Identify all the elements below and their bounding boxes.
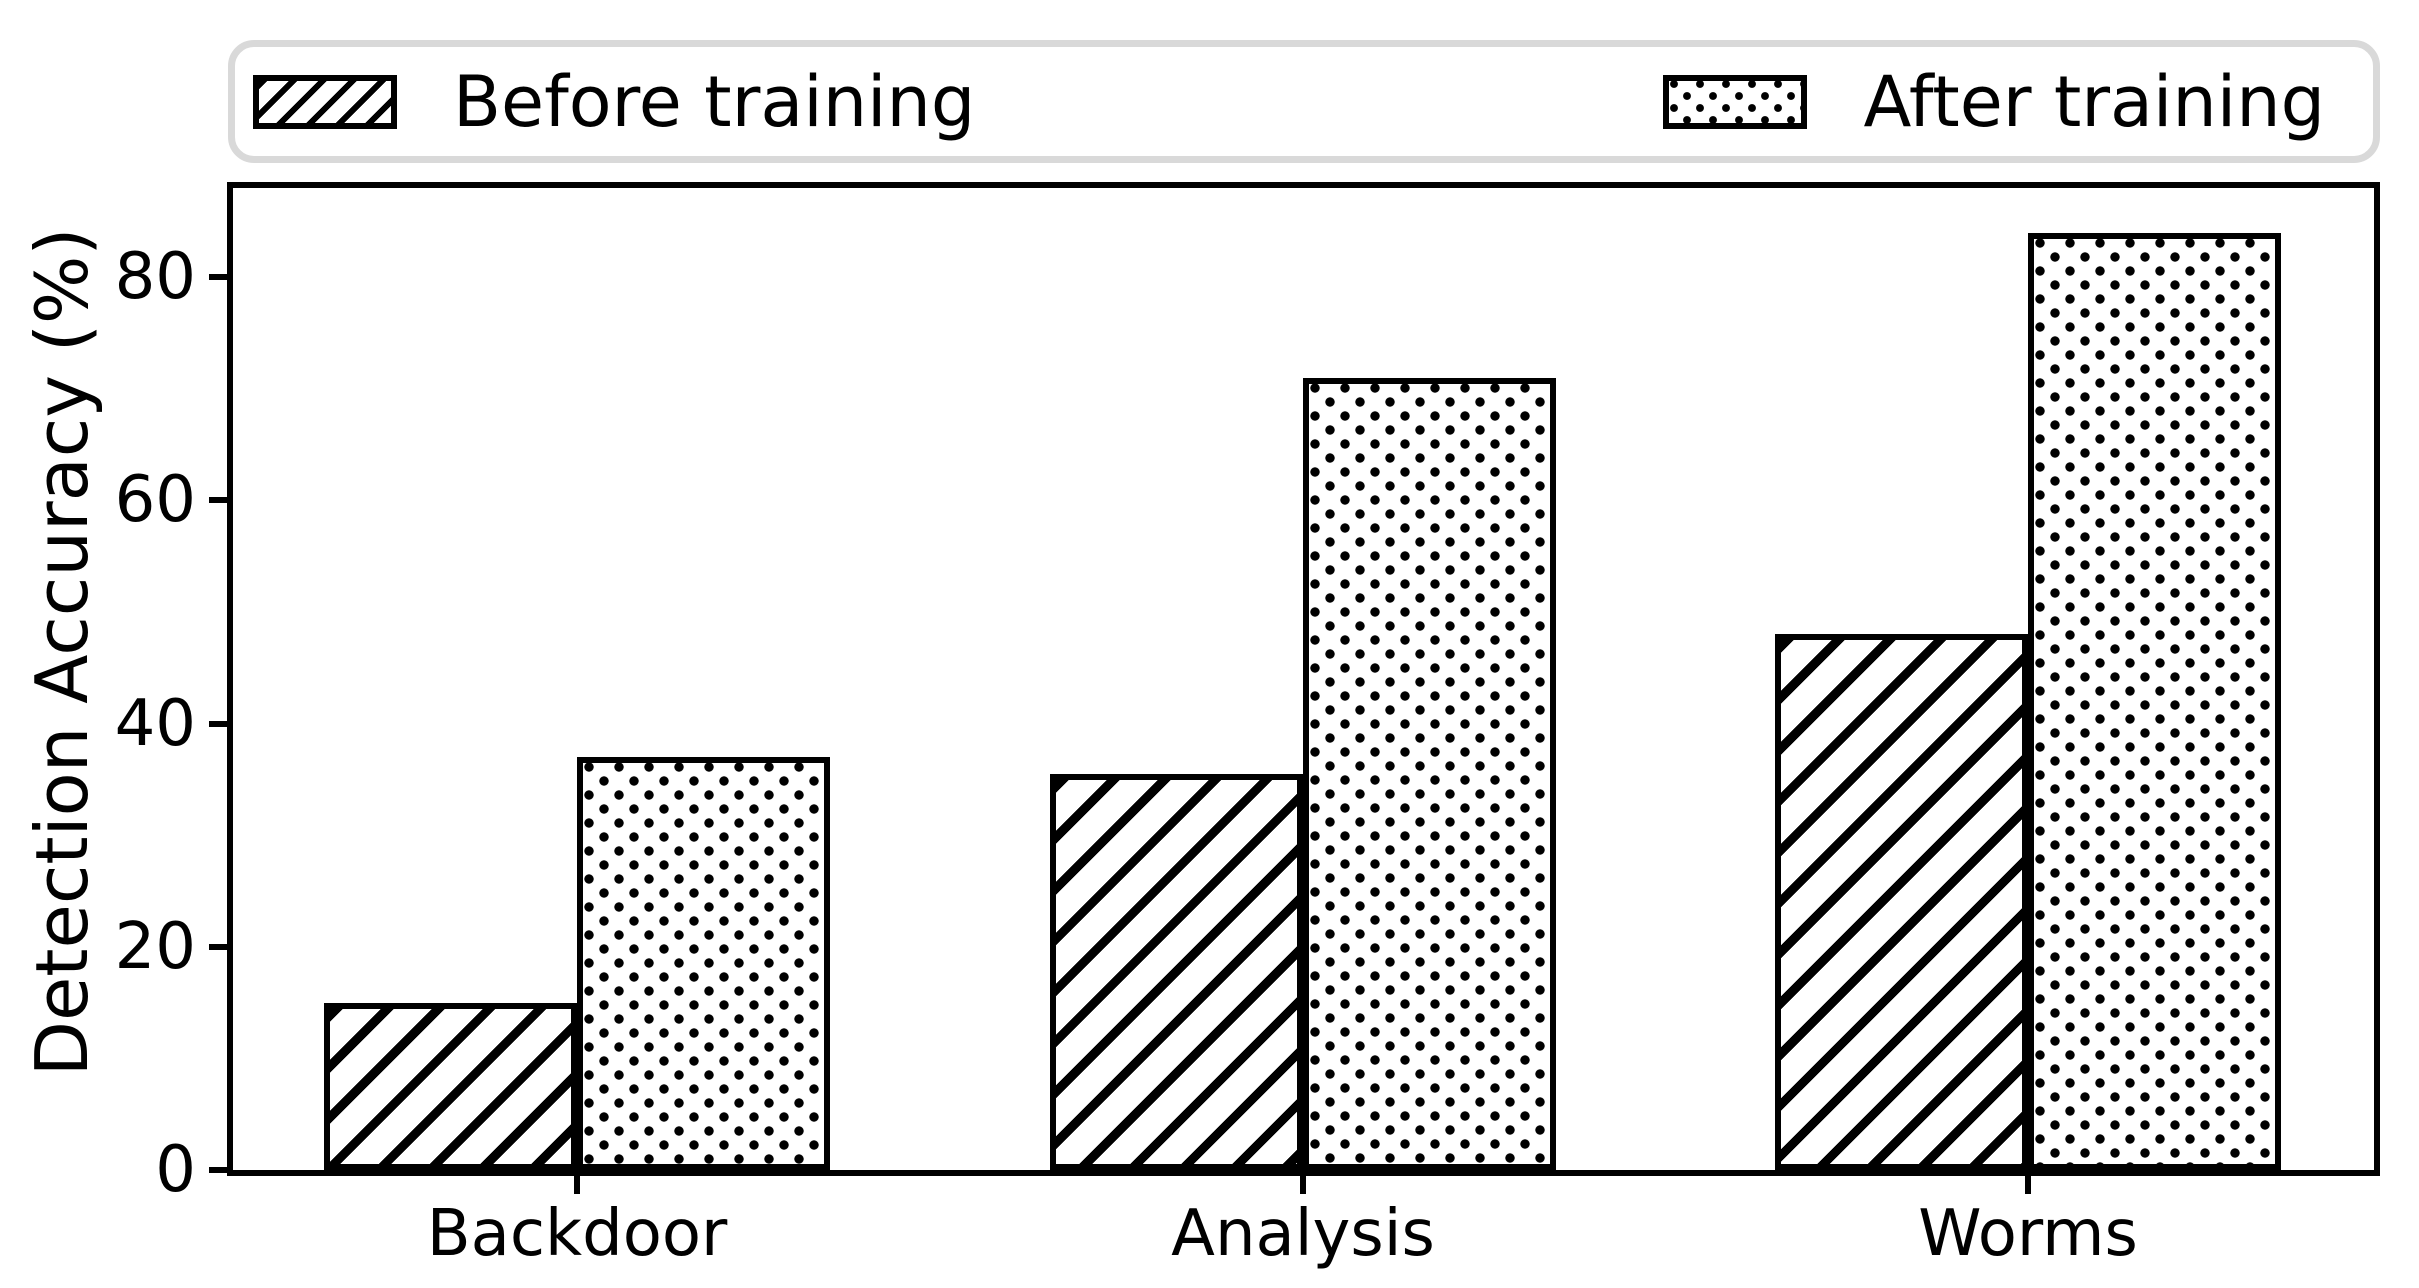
y-tick-label-20: 20	[114, 910, 196, 984]
bar-analysis-after-training	[1303, 378, 1556, 1170]
legend-label-after-training: After training	[1863, 60, 2325, 143]
y-tick-label-80: 80	[114, 240, 196, 314]
dots-swatch-icon	[1663, 74, 1808, 129]
x-tick-label-backdoor: Backdoor	[426, 1197, 728, 1271]
diagonal-hatch-swatch-icon	[253, 74, 397, 129]
bar-backdoor-after-training	[577, 757, 830, 1170]
legend: Before training After training	[228, 40, 2380, 163]
x-tick-label-analysis: Analysis	[1171, 1197, 1435, 1271]
x-tick-worms	[2025, 1176, 2031, 1194]
y-tick-60	[209, 497, 227, 503]
y-tick-20	[209, 944, 227, 950]
y-tick-label-0: 0	[155, 1133, 196, 1207]
y-tick-80	[209, 274, 227, 280]
x-tick-label-worms: Worms	[1918, 1197, 2138, 1271]
bar-backdoor-before-training	[324, 1003, 577, 1170]
y-tick-label-40: 40	[114, 687, 196, 761]
legend-entry-before-training: Before training	[253, 67, 975, 137]
plot-area	[227, 182, 2380, 1176]
bar-worms-before-training	[1775, 634, 2028, 1170]
bar-analysis-before-training	[1050, 774, 1303, 1170]
y-tick-label-60: 60	[114, 463, 196, 537]
y-tick-40	[209, 721, 227, 727]
legend-label-before-training: Before training	[453, 60, 976, 143]
x-tick-backdoor	[574, 1176, 580, 1194]
legend-entry-after-training: After training	[1663, 67, 2325, 137]
y-tick-0	[209, 1167, 227, 1173]
x-tick-analysis	[1300, 1176, 1306, 1194]
bar-worms-after-training	[2028, 233, 2281, 1170]
